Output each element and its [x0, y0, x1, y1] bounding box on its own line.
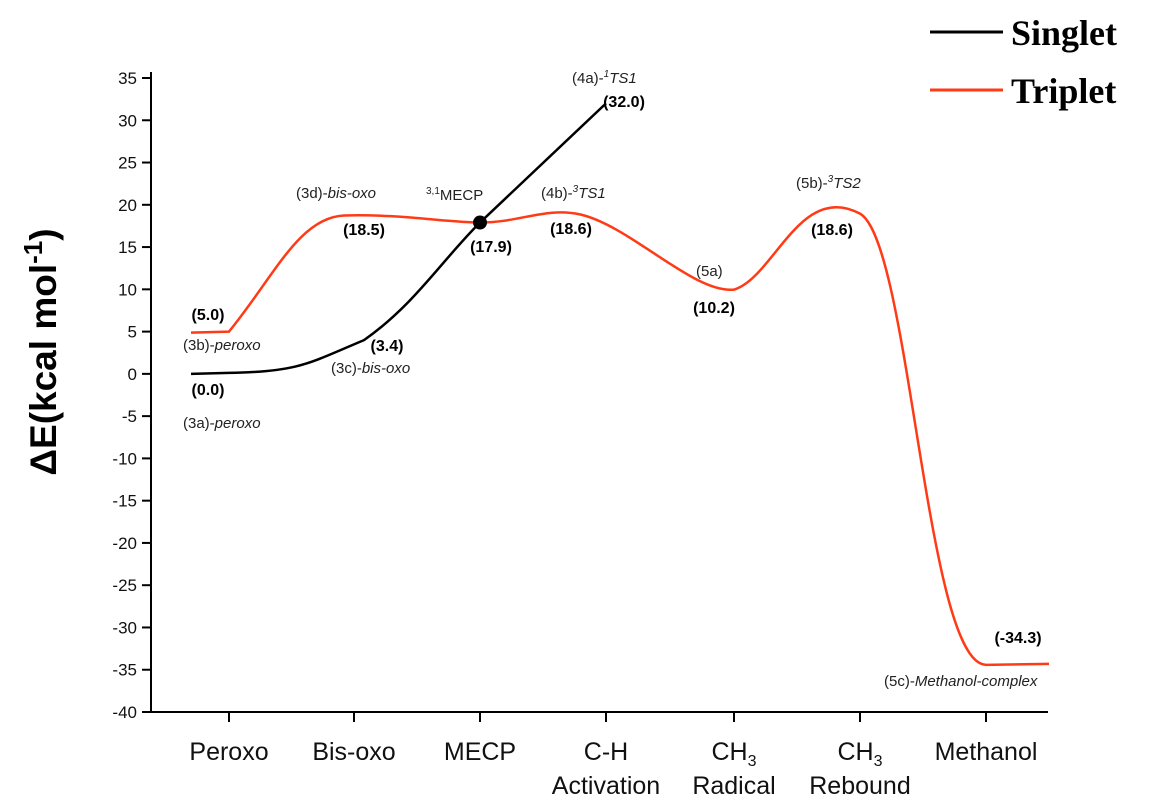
x-category-label: Radical [692, 772, 775, 800]
legend-label-singlet: Singlet [1011, 13, 1117, 53]
y-tick-label: 10 [118, 280, 137, 299]
y-tick-label: -35 [112, 661, 137, 680]
y-axis-label-sup: -1 [18, 241, 48, 264]
legend-label-triplet: Triplet [1011, 71, 1116, 111]
y-tick-label: -10 [112, 449, 137, 468]
y-axis-label: ΔE(kcal mol-1) [18, 228, 64, 475]
mecp-point [473, 215, 487, 230]
point-label-prefix: (3c)- [331, 360, 362, 377]
point-labels: (3a)-peroxo(0.0)(3b)-peroxo(5.0)(3c)-bis… [183, 69, 1042, 690]
x-category-label: C-H [584, 738, 628, 766]
y-tick-label: 15 [118, 238, 137, 257]
point-label-italic: bis-oxo [328, 185, 376, 202]
point-value-3d: (18.5) [343, 222, 385, 239]
point-label-sup: 3,1 [426, 186, 440, 197]
point-value-3c: (3.4) [371, 338, 404, 355]
y-tick-label: 25 [118, 154, 137, 173]
x-category-subscript: 3 [748, 753, 757, 770]
y-tick-label: 5 [128, 323, 137, 342]
x-category-subscript: 3 [874, 753, 883, 770]
point-value-3b: (5.0) [192, 307, 225, 324]
point-label-4a: (4a)-1TS1 [572, 69, 637, 87]
point-label-prefix: (3a)- [183, 415, 215, 432]
point-value-5a: (10.2) [693, 300, 735, 317]
point-label-italic: peroxo [214, 337, 261, 354]
y-tick-label: 20 [118, 196, 137, 215]
singlet-curve [190, 102, 607, 376]
x-category-label: Peroxo [189, 738, 268, 766]
y-tick-label: -5 [122, 407, 137, 426]
point-label-sup: 3 [828, 174, 834, 185]
point-label-sup: 1 [604, 69, 610, 80]
point-label-3b: (3b)-peroxo [183, 337, 261, 354]
point-label-5b: (5b)-3TS2 [796, 174, 861, 192]
y-tick-label: -40 [112, 703, 137, 722]
point-label-prefix: (4a)- [572, 70, 604, 87]
x-category-label: Bis-oxo [312, 738, 395, 766]
point-value-mecp: (17.9) [470, 239, 512, 256]
point-label-italic: TS1 [578, 185, 606, 202]
y-tick-label: -15 [112, 492, 137, 511]
y-tick-label: 30 [118, 111, 137, 130]
point-value-5b: (18.6) [811, 222, 853, 239]
x-category-label: MECP [444, 738, 516, 766]
y-tick-label: -30 [112, 618, 137, 637]
y-tick-label: 35 [118, 69, 137, 88]
point-label-italic: TS2 [833, 175, 861, 192]
point-label-prefix: (5a) [696, 263, 723, 280]
point-label-5c: (5c)-Methanol-complex [884, 673, 1038, 690]
point-label-prefix: (4b)- [541, 185, 573, 202]
point-label-prefix: (3d)- [296, 185, 328, 202]
x-category-label: Methanol [935, 738, 1038, 766]
y-tick-label: 0 [128, 365, 137, 384]
y-tick-label: -20 [112, 534, 137, 553]
point-label-4b: (4b)-3TS1 [541, 184, 606, 202]
point-label-prefix: (5c)- [884, 673, 915, 690]
point-label-italic: bis-oxo [362, 360, 410, 377]
point-label-italic: peroxo [214, 415, 261, 432]
y-axis-label-main: ΔE(kcal mol [23, 264, 64, 476]
point-label-italic: Methanol-complex [915, 673, 1038, 690]
axes: 35 30 25 20 15 10 5 0 -5 -10 -15 -20 -25 -30 -35 -40 Per… [112, 69, 1048, 800]
x-category-label: CH3 [837, 738, 882, 770]
point-label-3d: (3d)-bis-oxo [296, 185, 376, 202]
point-label-sup: 3 [573, 184, 579, 195]
x-category-label: Rebound [809, 772, 910, 800]
point-value-5c: (-34.3) [994, 630, 1041, 647]
point-label-3c: (3c)-bis-oxo [331, 360, 410, 377]
x-category-label: Activation [552, 772, 660, 800]
triplet-curve [190, 205, 1050, 667]
point-label-prefix: (3b)- [183, 337, 215, 354]
point-value-4a: (32.0) [603, 94, 645, 111]
y-tick-label: -25 [112, 576, 137, 595]
point-value-4b: (18.6) [550, 221, 592, 238]
point-value-3a: (0.0) [192, 382, 225, 399]
point-label-prefix: (5b)- [796, 175, 828, 192]
y-axis-label-close: ) [23, 228, 64, 240]
point-label-italic: TS1 [609, 70, 637, 87]
curves [190, 102, 1050, 667]
legend: Singlet Triplet [930, 13, 1117, 111]
point-label-5a: (5a) [696, 263, 723, 280]
point-label-text: MECP [440, 187, 483, 204]
point-label-mecp: 3,1MECP [426, 186, 483, 204]
x-category-label: CH3 [711, 738, 756, 770]
point-label-3a: (3a)-peroxo [183, 415, 261, 432]
